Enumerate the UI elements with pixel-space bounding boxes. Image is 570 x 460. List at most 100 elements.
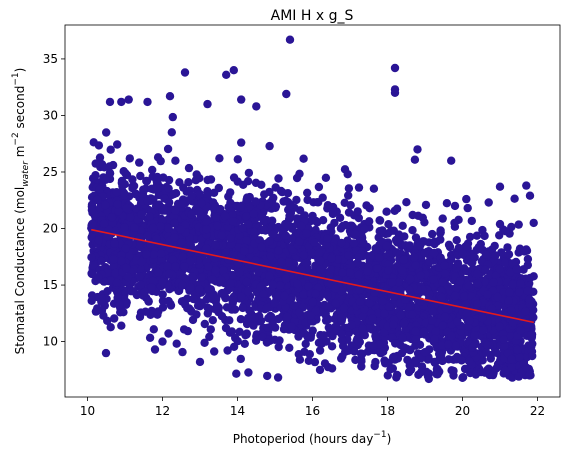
scatter-point — [465, 357, 474, 366]
scatter-point — [314, 248, 324, 258]
scatter-point — [117, 176, 127, 186]
scatter-point — [168, 255, 178, 264]
scatter-point — [195, 189, 204, 199]
scatter-point — [472, 231, 482, 240]
scatter-point — [274, 314, 283, 324]
scatter-point — [514, 220, 523, 229]
y-axis-label-part3: second — [13, 86, 27, 133]
scatter-point — [365, 204, 374, 213]
scatter-point — [158, 303, 168, 312]
scatter-point — [210, 347, 219, 356]
scatter-point — [220, 211, 230, 221]
scatter-point — [122, 203, 132, 213]
scatter-point — [407, 310, 417, 319]
scatter-point — [208, 275, 217, 284]
scatter-point — [213, 221, 222, 231]
scatter-point — [415, 241, 425, 250]
scatter-point — [91, 307, 101, 316]
x-tick-label: 18 — [380, 404, 395, 418]
scatter-point — [303, 195, 312, 205]
scatter-point — [282, 312, 292, 322]
scatter-point — [242, 195, 251, 204]
scatter-point — [228, 270, 237, 280]
scatter-point-outlier — [514, 372, 523, 381]
scatter-point — [112, 278, 122, 287]
scatter-point-outlier — [237, 95, 246, 104]
scatter-point — [523, 254, 533, 264]
scatter-point — [499, 335, 508, 344]
scatter-point — [337, 335, 347, 345]
scatter-point — [267, 312, 276, 321]
scatter-point — [521, 363, 531, 372]
scatter-point — [211, 240, 220, 250]
scatter-point — [337, 329, 346, 339]
scatter-point — [294, 308, 304, 317]
scatter-point — [481, 250, 491, 259]
x-axis-label-main: Photoperiod (hours day — [233, 432, 374, 446]
scatter-point — [460, 292, 469, 301]
scatter-point — [177, 238, 186, 247]
scatter-point — [487, 304, 497, 313]
scatter-point — [110, 314, 119, 323]
scatter-point — [316, 256, 325, 266]
scatter-point — [405, 346, 415, 355]
scatter-point — [195, 285, 204, 294]
scatter-point — [463, 203, 472, 213]
scatter-point — [154, 268, 163, 277]
scatter-point — [251, 256, 260, 265]
scatter-point — [316, 265, 325, 274]
scatter-point — [221, 323, 231, 333]
scatter-point — [327, 364, 337, 373]
scatter-point — [165, 198, 174, 207]
scatter-point — [444, 355, 453, 364]
scatter-point — [142, 176, 152, 186]
scatter-point — [443, 340, 453, 349]
scatter-point — [107, 213, 117, 222]
scatter-point — [242, 329, 251, 338]
scatter-point — [500, 341, 509, 351]
scatter-point — [284, 221, 294, 231]
scatter-point — [354, 183, 364, 192]
scatter-point — [147, 283, 156, 292]
scatter-point — [380, 309, 389, 318]
scatter-point — [271, 323, 280, 332]
scatter-point — [163, 144, 173, 154]
scatter-point — [88, 261, 98, 270]
scatter-point — [137, 257, 146, 267]
scatter-point — [262, 200, 271, 210]
scatter-point — [243, 286, 253, 296]
scatter-point — [328, 202, 338, 212]
scatter-point — [136, 280, 145, 290]
scatter-points — [87, 35, 538, 384]
scatter-point — [121, 300, 131, 309]
scatter-point — [256, 282, 265, 292]
scatter-point — [323, 234, 332, 243]
scatter-point — [113, 200, 123, 209]
scatter-point — [512, 265, 521, 274]
scatter-point — [355, 285, 364, 295]
scatter-point — [134, 240, 143, 250]
scatter-point — [382, 241, 391, 251]
scatter-point — [311, 289, 320, 298]
scatter-point — [99, 277, 109, 286]
scatter-point — [449, 366, 458, 376]
scatter-point-outlier — [450, 201, 460, 211]
scatter-point — [231, 333, 240, 343]
scatter-point — [327, 253, 336, 263]
scatter-point — [465, 232, 475, 242]
scatter-point — [250, 313, 259, 322]
scatter-point — [410, 155, 420, 164]
scatter-point — [148, 276, 158, 286]
scatter-point — [178, 280, 187, 290]
scatter-point — [405, 241, 414, 250]
scatter-point — [399, 318, 409, 328]
scatter-point — [194, 207, 204, 217]
scatter-point — [423, 355, 432, 364]
scatter-point — [528, 351, 537, 361]
scatter-point — [238, 223, 247, 233]
scatter-point — [510, 194, 519, 203]
scatter-point — [257, 180, 266, 189]
scatter-point — [349, 239, 359, 248]
scatter-point — [219, 266, 228, 275]
scatter-point — [94, 236, 104, 245]
